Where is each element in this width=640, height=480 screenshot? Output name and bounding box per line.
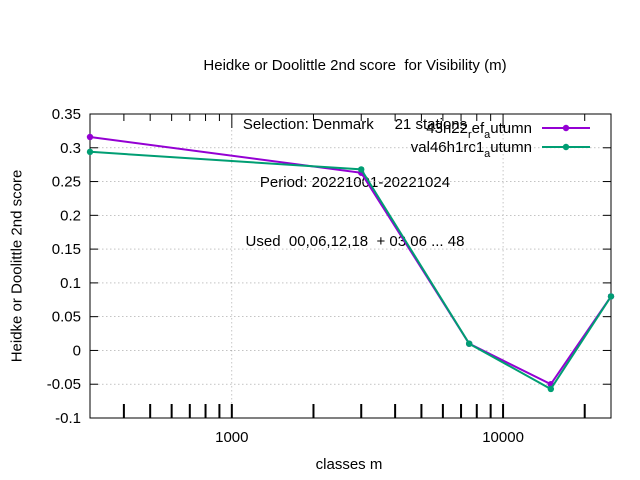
y-tick-label: 0.1 bbox=[60, 275, 81, 292]
legend-entry-1: 43h22refautumn bbox=[426, 120, 590, 141]
x-tick-label: 10000 bbox=[482, 429, 524, 446]
series-2-point bbox=[547, 385, 555, 393]
y-tick-label: 0.2 bbox=[60, 207, 81, 224]
chart-title-line-1: Heidke or Doolittle 2nd score for Visibi… bbox=[203, 57, 507, 74]
series-2-point bbox=[358, 166, 365, 173]
series-line-2 bbox=[89, 150, 612, 391]
series-2-point bbox=[86, 148, 94, 156]
y-tick-label: -0.05 bbox=[47, 376, 81, 393]
chart-title-line-2: Selection: Denmark 21 stations bbox=[242, 115, 468, 133]
series-2-point bbox=[607, 293, 615, 300]
chart-title-line-4: Used 00,06,12,18 + 03 06 ... 48 bbox=[245, 232, 465, 250]
series-line-1 bbox=[89, 136, 612, 386]
y-tick-label: 0.05 bbox=[52, 309, 81, 326]
legend-swatch-marker-1 bbox=[562, 124, 570, 132]
legend-label-1: 43h22refautumn bbox=[426, 120, 532, 141]
y-tick-label: 0.35 bbox=[52, 106, 81, 123]
legend-swatch-marker-2 bbox=[562, 143, 570, 151]
legend-label-2: val46h1rc1autumn bbox=[411, 139, 532, 160]
x-axis-label: classes m bbox=[315, 456, 383, 473]
chart-title-line-3: Period: 20221001-20221024 bbox=[259, 174, 451, 191]
x-tick-label: 1000 bbox=[215, 429, 248, 446]
legend-entry-2: val46h1rc1autumn bbox=[411, 139, 590, 160]
plot-frame bbox=[89, 113, 612, 419]
y-tick-label: 0 bbox=[73, 342, 81, 359]
y-tick-label: 0.25 bbox=[52, 174, 81, 191]
series-1-point bbox=[86, 133, 94, 141]
chart-title: Heidke or Doolittle 2nd score for Visibi… bbox=[0, 17, 640, 271]
y-tick-label: 0.15 bbox=[52, 241, 81, 258]
y-tick-label: 0.3 bbox=[60, 140, 81, 157]
series-2-point bbox=[465, 340, 473, 347]
y-tick-label: -0.1 bbox=[55, 410, 81, 427]
